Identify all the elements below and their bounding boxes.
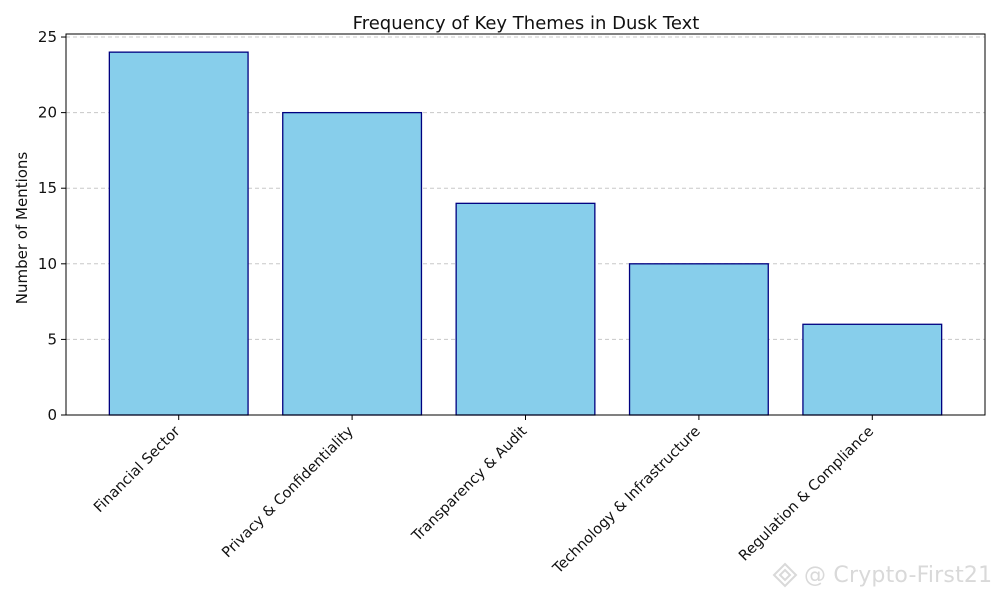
y-tick-label: 15 — [38, 179, 57, 197]
bar — [282, 111, 423, 416]
watermark: @ Crypto-First21 — [772, 560, 992, 590]
y-axis-label: Number of Mentions — [13, 152, 31, 305]
x-axis: Financial Sector Privacy & Confidentialit… — [91, 415, 877, 578]
y-tick-label: 0 — [47, 406, 57, 424]
x-tick-label: Financial Sector — [91, 423, 183, 515]
bars — [108, 51, 943, 416]
x-tick-label: Privacy & Confidentiality — [219, 423, 357, 561]
bar — [628, 263, 769, 416]
bar — [455, 202, 596, 416]
y-axis: 0 5 10 15 20 25 — [38, 28, 66, 424]
y-tick-label: 10 — [38, 255, 57, 273]
y-tick-label: 5 — [47, 330, 57, 348]
x-tick-label: Regulation & Compliance — [736, 423, 877, 564]
watermark-text: @ Crypto-First21 — [804, 562, 993, 588]
y-tick-label: 20 — [38, 104, 57, 122]
x-tick-label: Technology & Infrastructure — [550, 423, 704, 577]
plot-frame — [65, 33, 986, 416]
chart-title: Frequency of Key Themes in Dusk Text — [353, 13, 700, 34]
bar — [802, 323, 943, 416]
x-tick-label: Transparency & Audit — [409, 423, 531, 545]
y-tick-label: 25 — [38, 28, 57, 46]
binance-square-logo-icon — [772, 562, 798, 588]
bar — [108, 51, 249, 416]
